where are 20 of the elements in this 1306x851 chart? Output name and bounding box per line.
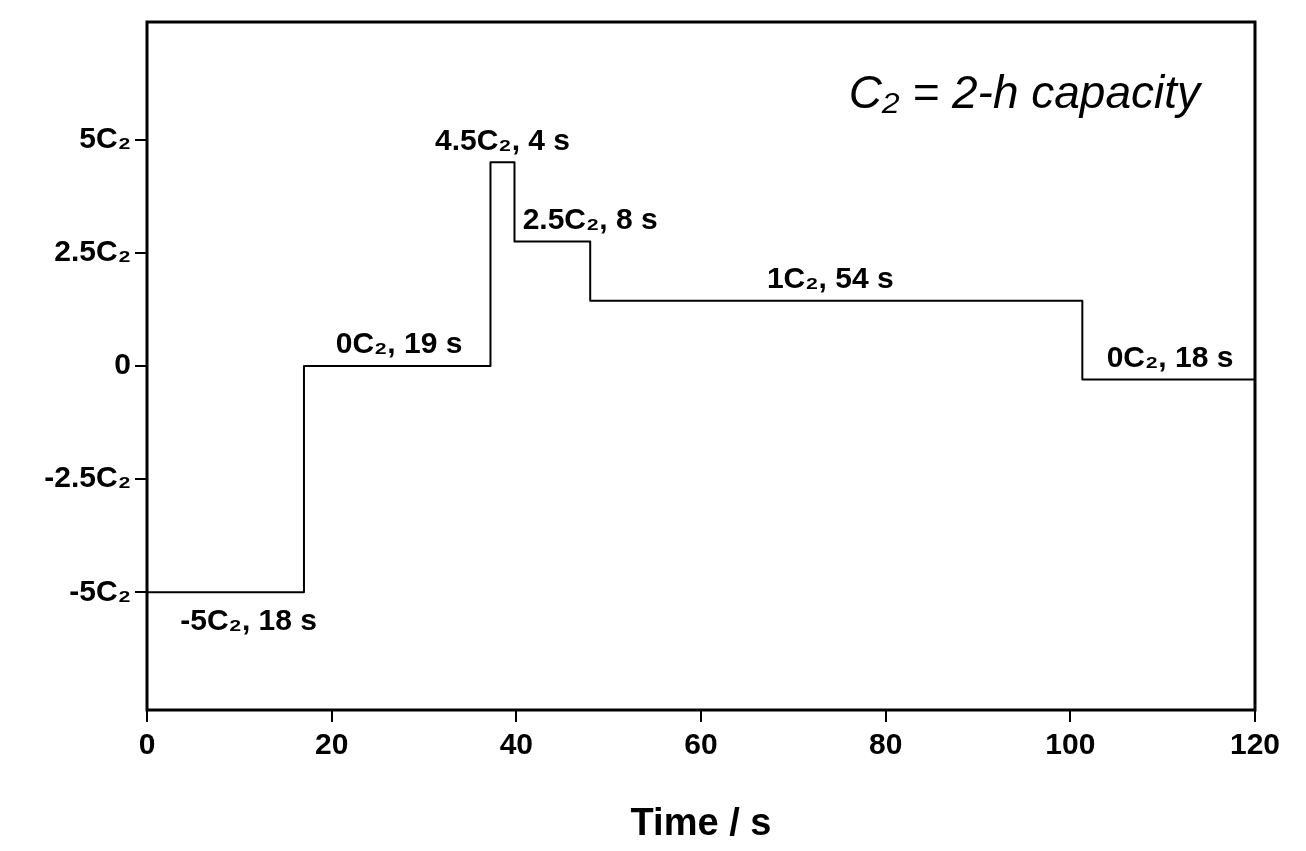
y-tick-label: 5C₂ (79, 120, 131, 154)
x-tick-label: 0 (138, 727, 156, 761)
x-tick-label: 100 (1045, 727, 1096, 761)
x-tick-label: 80 (868, 727, 903, 761)
annotation: 1C₂, 54 s (766, 261, 894, 295)
x-tick-label: 40 (499, 727, 534, 761)
x-tick-label: 20 (314, 727, 349, 761)
annotation: C₂ = 2-h capacity (848, 65, 1203, 118)
y-tick-label: 2.5C₂ (54, 234, 131, 268)
annotation: 0C₂, 19 s (335, 326, 463, 360)
y-tick-label: -2.5C₂ (44, 460, 131, 494)
annotation: -5C₂, 18 s (180, 602, 317, 636)
x-tick-label: 120 (1229, 727, 1281, 761)
annotation: 4.5C₂, 4 s (434, 122, 571, 156)
x-axis-title: Time / s (630, 800, 772, 843)
x-tick-label: 60 (684, 727, 718, 761)
y-tick-label: -5C₂ (69, 573, 131, 607)
annotation: 0C₂, 18 s (1106, 339, 1234, 373)
y-tick-label: 0 (114, 347, 131, 381)
annotation: 2.5C₂, 8 s (522, 201, 658, 235)
